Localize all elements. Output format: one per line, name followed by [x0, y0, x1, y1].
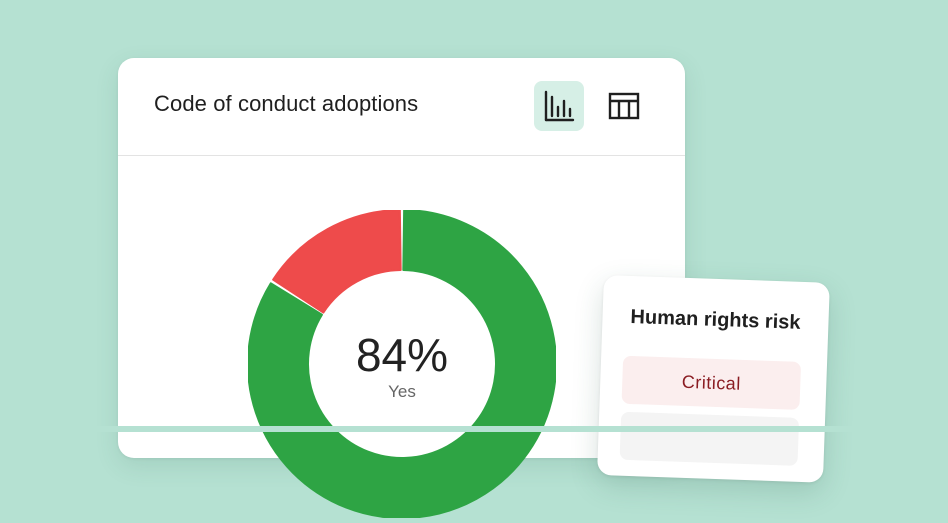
- human-rights-risk-card: Human rights risk Critical: [597, 275, 830, 483]
- donut-center-value: 84%: [355, 329, 449, 381]
- bottom-band: [0, 426, 948, 432]
- donut-slice-no[interactable]: [272, 209, 402, 314]
- risk-level-next[interactable]: [619, 411, 800, 466]
- table-view-button[interactable]: [599, 81, 649, 131]
- card-title: Code of conduct adoptions: [154, 91, 419, 116]
- risk-card-title: Human rights risk: [630, 305, 801, 334]
- donut-center-label: Yes: [388, 382, 416, 401]
- risk-level-label: Critical: [681, 371, 742, 394]
- table-icon: [608, 92, 640, 120]
- chart-view-button[interactable]: [534, 81, 584, 131]
- card-header: Code of conduct adoptions: [118, 58, 685, 156]
- risk-level-critical[interactable]: Critical: [621, 355, 802, 410]
- donut-chart: 84% Yes: [247, 209, 557, 519]
- donut-center: 84% Yes: [248, 330, 556, 402]
- bar-chart-icon: [544, 90, 575, 122]
